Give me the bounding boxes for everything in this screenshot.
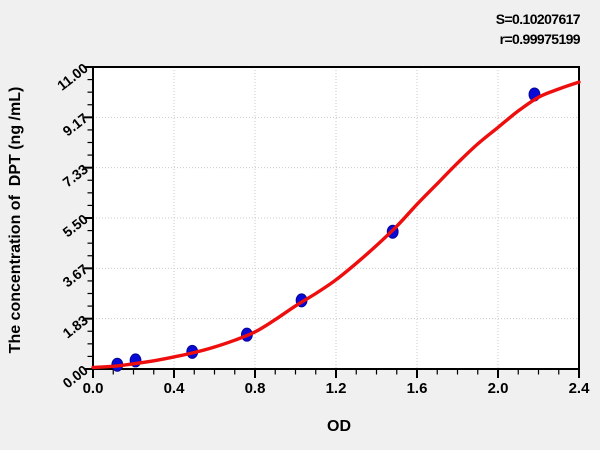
x-tick-label: 2.0 xyxy=(487,380,509,397)
x-tick-label: 0.0 xyxy=(82,380,104,397)
s-value: S=0.10207617 xyxy=(495,11,581,27)
y-axis-title: The concentration of DPT (ng /mL) xyxy=(7,86,24,354)
x-tick-label: 1.2 xyxy=(325,380,347,397)
x-tick-label: 2.4 xyxy=(568,380,590,397)
fit-statistics: S=0.10207617 r=0.99975199 xyxy=(495,9,581,49)
r-value: r=0.99975199 xyxy=(499,31,581,47)
x-axis-title: OD xyxy=(327,418,351,435)
x-tick-label: 0.8 xyxy=(244,380,266,397)
x-tick-label: 0.4 xyxy=(163,380,185,397)
plot-frame xyxy=(92,66,580,370)
x-tick-label: 1.6 xyxy=(406,380,428,397)
fit-curve xyxy=(91,80,581,370)
